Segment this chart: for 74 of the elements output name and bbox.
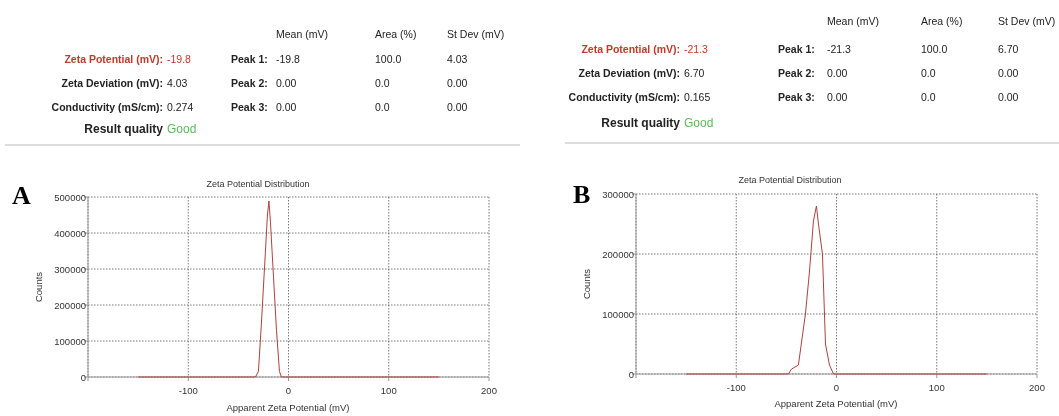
- text: 0.00: [998, 67, 1019, 79]
- text: 0.0: [921, 91, 936, 103]
- x-tick-label: 100: [928, 382, 945, 393]
- y-axis-title: Counts: [581, 268, 592, 300]
- text: Area (%): [375, 28, 417, 40]
- y-tick-label: 400000: [54, 227, 86, 239]
- text: 0.00: [827, 91, 848, 103]
- y-tick-label: 500000: [54, 191, 86, 203]
- x-tick-label: 0: [285, 385, 292, 396]
- text: Peak 1:: [778, 43, 815, 55]
- text: Zeta Potential (mV):: [64, 53, 163, 65]
- line-series: [685, 205, 988, 375]
- x-tick-label: 200: [1029, 382, 1045, 393]
- chart-title: Zeta Potential Distribution: [738, 175, 842, 185]
- text: Conductivity (mS/cm):: [51, 101, 163, 113]
- text: Peak 2:: [778, 67, 815, 79]
- y-tick-label: 300000: [602, 188, 634, 200]
- text: Zeta Deviation (mV):: [61, 77, 163, 89]
- text: 0.00: [998, 91, 1019, 103]
- y-tick-label: 200000: [54, 299, 86, 311]
- x-axis-title: Apparent Zeta Potential (mV): [774, 398, 898, 409]
- x-tick-label: -100: [178, 385, 198, 396]
- text: 0.165: [684, 91, 711, 103]
- y-axis-title: Counts: [33, 271, 44, 303]
- text: 4.03: [167, 77, 188, 89]
- y-tick-label: 100000: [54, 335, 86, 347]
- text: 0.0: [375, 101, 390, 113]
- y-tick-label: 0: [628, 368, 634, 380]
- text: -19.8: [167, 53, 192, 65]
- text: B: [573, 180, 591, 209]
- text: Result quality: [601, 116, 681, 130]
- text: Mean (mV): [276, 28, 328, 40]
- text: St Dev (mV): [447, 28, 505, 40]
- text: 4.03: [447, 53, 468, 65]
- x-tick-label: 0: [833, 382, 840, 393]
- text: 0.0: [921, 67, 936, 79]
- y-tick-label: 200000: [602, 248, 634, 260]
- text: 0.274: [167, 101, 194, 113]
- x-tick-label: 100: [380, 385, 397, 396]
- y-tick-label: 300000: [54, 263, 86, 275]
- line-series: [137, 200, 440, 378]
- text: A: [12, 181, 31, 210]
- text: -21.3: [827, 43, 852, 55]
- text: Zeta Potential (mV):: [581, 43, 680, 55]
- text: Peak 3:: [231, 101, 268, 113]
- text: 0.00: [827, 67, 848, 79]
- text: -19.8: [276, 53, 301, 65]
- text: Peak 1:: [231, 53, 268, 65]
- y-tick-label: 100000: [602, 308, 634, 320]
- text: Zeta Deviation (mV):: [578, 67, 680, 79]
- text: Good: [684, 116, 714, 130]
- chart-title: Zeta Potential Distribution: [206, 179, 310, 189]
- text: 100.0: [921, 43, 948, 55]
- text: 0.00: [447, 77, 468, 89]
- text: Peak 3:: [778, 91, 815, 103]
- text: -21.3: [684, 43, 709, 55]
- x-tick-label: 200: [481, 385, 497, 396]
- text: Conductivity (mS/cm):: [568, 91, 680, 103]
- text: 0.0: [375, 77, 390, 89]
- text: 0.00: [447, 101, 468, 113]
- text: 6.70: [684, 67, 705, 79]
- text: Good: [167, 122, 197, 136]
- text: Peak 2:: [231, 77, 268, 89]
- text: 100.0: [375, 53, 402, 65]
- x-axis-title: Apparent Zeta Potential (mV): [226, 402, 350, 413]
- text: 0.00: [276, 101, 297, 113]
- text: 0.00: [276, 77, 297, 89]
- text: Result quality: [84, 122, 164, 136]
- y-tick-label: 0: [80, 371, 86, 383]
- text: 6.70: [998, 43, 1019, 55]
- text: Mean (mV): [827, 15, 879, 27]
- x-tick-label: -100: [726, 382, 746, 393]
- text: Area (%): [921, 15, 963, 27]
- text: St Dev (mV): [998, 15, 1056, 27]
